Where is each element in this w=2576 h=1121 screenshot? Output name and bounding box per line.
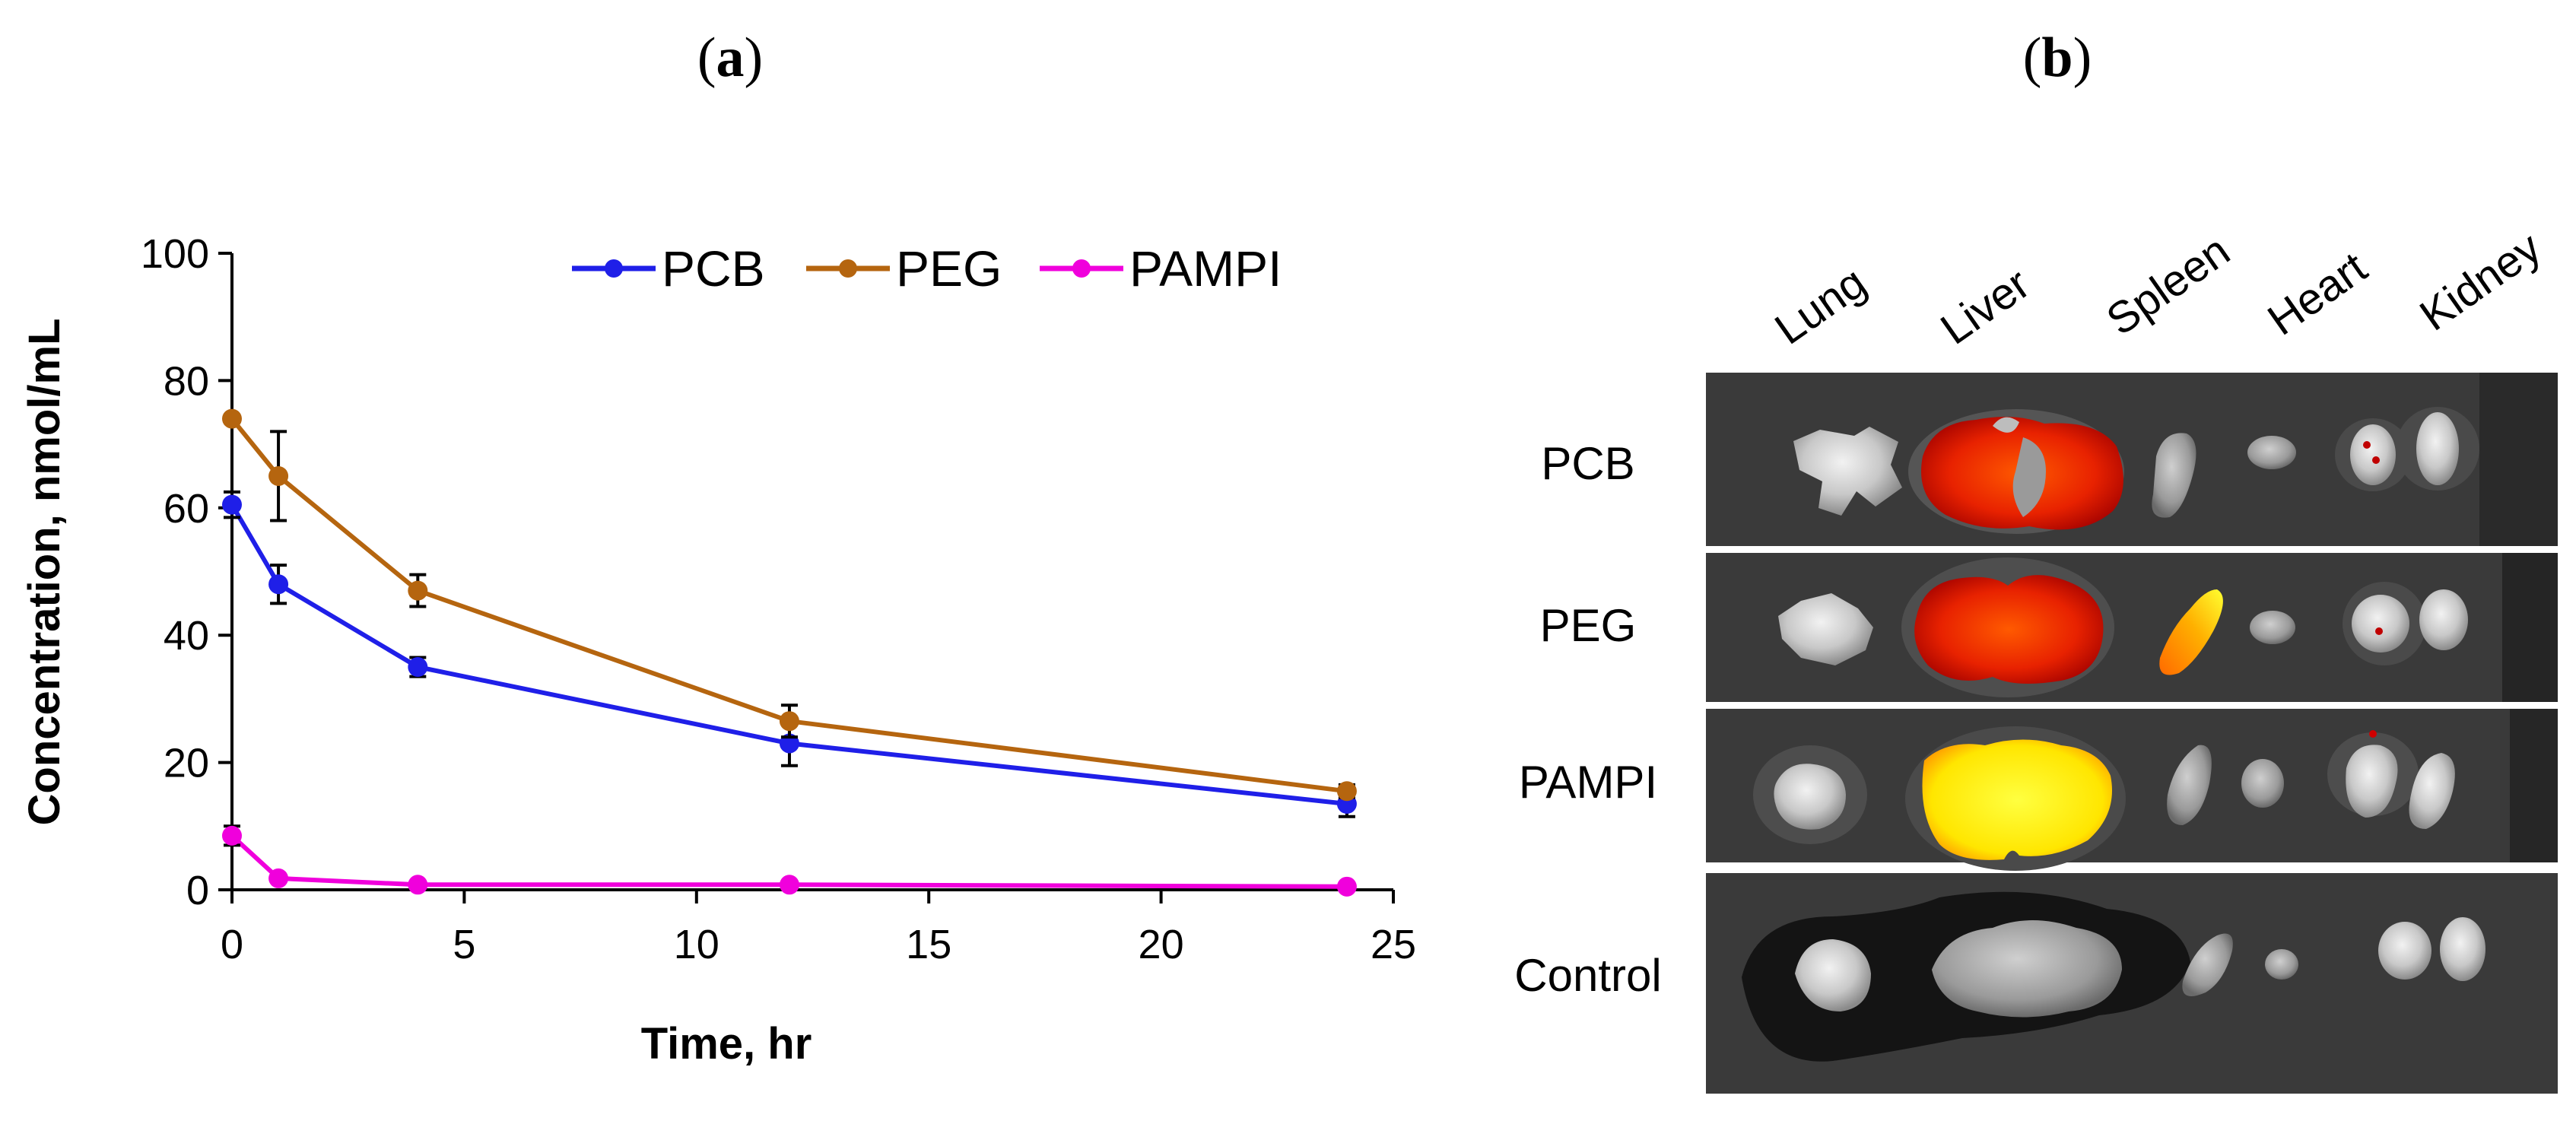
liver-control bbox=[1932, 920, 2122, 1018]
kidney-left-pampi bbox=[2346, 745, 2398, 818]
spleen-control bbox=[2182, 933, 2233, 996]
series-peg bbox=[222, 408, 1357, 802]
data-point-pampi bbox=[408, 875, 428, 895]
lung-control bbox=[1795, 939, 1871, 1011]
legend-marker-pampi bbox=[1072, 259, 1091, 278]
data-point-pcb bbox=[408, 657, 428, 678]
heart-pampi bbox=[2241, 759, 2284, 808]
kidney-spot-pcb-1 bbox=[2363, 441, 2371, 449]
panel-label-b: (b) bbox=[2023, 27, 2092, 89]
liver-signal-pampi bbox=[1922, 739, 2112, 860]
legend: PCB PEG PAMPI bbox=[572, 240, 1282, 297]
x-tick-label: 0 bbox=[221, 922, 243, 967]
data-point-pcb bbox=[222, 494, 242, 515]
y-tick-label: 40 bbox=[164, 613, 209, 659]
heart-pcb bbox=[2247, 436, 2296, 469]
line-chart: 0 20 40 60 80 100 0 5 10 15 20 25 Concentration, n… bbox=[20, 231, 1416, 1069]
legend-label-pcb: PCB bbox=[662, 240, 765, 297]
legend-marker-pcb bbox=[605, 259, 623, 278]
panel-label-a: (a) bbox=[697, 27, 763, 89]
y-tick-label: 60 bbox=[164, 486, 209, 532]
image-row-peg bbox=[1706, 553, 2558, 702]
x-tick-label: 25 bbox=[1371, 922, 1416, 967]
row-label-pcb: PCB bbox=[1541, 438, 1634, 489]
row-label-pampi: PAMPI bbox=[1519, 757, 1657, 808]
spleen-pampi bbox=[2167, 745, 2212, 825]
data-point-pampi bbox=[268, 868, 289, 888]
x-ticks: 0 5 10 15 20 25 bbox=[221, 890, 1416, 967]
row-label-peg: PEG bbox=[1540, 600, 1637, 651]
kidney-left-peg bbox=[2352, 595, 2409, 653]
data-point-pcb bbox=[268, 574, 289, 595]
data-point-peg bbox=[779, 711, 799, 732]
series-pampi bbox=[222, 824, 1357, 897]
image-row-pampi bbox=[1706, 709, 2558, 871]
data-point-pampi bbox=[222, 825, 242, 846]
organ-label-liver: Liver bbox=[1932, 259, 2038, 354]
liver-signal-peg bbox=[1914, 575, 2104, 684]
x-axis-title: Time, hr bbox=[641, 1019, 812, 1069]
kidney-left-pcb bbox=[2350, 424, 2396, 485]
kidney-spot-pampi bbox=[2369, 730, 2377, 738]
organ-label-kidney: Kidney bbox=[2411, 223, 2550, 341]
organ-label-lung: Lung bbox=[1766, 257, 1875, 354]
legend-item-pcb: PCB bbox=[572, 240, 765, 297]
kidney-right-peg bbox=[2419, 589, 2468, 650]
x-tick-label: 5 bbox=[453, 922, 475, 967]
data-point-peg bbox=[222, 408, 242, 429]
legend-marker-peg bbox=[839, 259, 857, 278]
kidney-left-control bbox=[2378, 922, 2431, 980]
spleen-pcb bbox=[2152, 433, 2196, 518]
x-tick-label: 20 bbox=[1139, 922, 1184, 967]
y-tick-label: 80 bbox=[164, 358, 209, 404]
spleen-signal-peg bbox=[2159, 589, 2223, 675]
organ-label-spleen: Spleen bbox=[2098, 226, 2238, 345]
x-tick-label: 15 bbox=[906, 922, 951, 967]
organ-label-heart: Heart bbox=[2259, 243, 2375, 345]
legend-label-pampi: PAMPI bbox=[1129, 240, 1282, 297]
kidney-right-pampi bbox=[2409, 753, 2455, 829]
data-point-pampi bbox=[1336, 876, 1357, 897]
y-tick-label: 20 bbox=[164, 741, 209, 786]
heart-peg bbox=[2250, 611, 2295, 644]
y-tick-label: 0 bbox=[186, 868, 209, 913]
heart-control bbox=[2265, 949, 2298, 980]
legend-item-pampi: PAMPI bbox=[1040, 240, 1282, 297]
y-tick-label: 100 bbox=[141, 231, 209, 277]
data-point-pampi bbox=[779, 875, 799, 895]
liver-gray-spot-pcb bbox=[1993, 417, 2019, 433]
data-point-peg bbox=[408, 580, 428, 601]
lung-pampi bbox=[1774, 764, 1846, 830]
y-axis-title: Concentration, nmol/mL bbox=[20, 319, 69, 826]
kidney-spot-pcb-2 bbox=[2372, 456, 2380, 464]
y-ticks: 0 20 40 60 80 100 bbox=[141, 231, 232, 913]
tray-edge-peg bbox=[2502, 553, 2558, 702]
kidney-right-control bbox=[2440, 917, 2485, 981]
image-row-pcb bbox=[1706, 373, 2558, 546]
series-pcb bbox=[222, 490, 1357, 818]
data-point-peg bbox=[1336, 781, 1357, 802]
lung-pcb bbox=[1793, 427, 1902, 516]
lung-peg bbox=[1778, 593, 1873, 665]
organ-imaging-panel: Lung Liver Spleen Heart Kidney PCB PEG P… bbox=[1514, 223, 2558, 1094]
image-row-control bbox=[1706, 873, 2558, 1094]
tray-edge-pcb bbox=[2479, 373, 2558, 546]
row-label-control: Control bbox=[1514, 950, 1661, 1001]
x-tick-label: 10 bbox=[674, 922, 719, 967]
tray-edge-pampi bbox=[2510, 709, 2558, 862]
legend-label-peg: PEG bbox=[896, 240, 1002, 297]
liver-gray-region-pcb bbox=[2012, 437, 2046, 517]
data-point-peg bbox=[268, 465, 289, 486]
kidney-right-pcb bbox=[2416, 412, 2459, 485]
legend-item-peg: PEG bbox=[806, 240, 1002, 297]
series-layer bbox=[222, 408, 1357, 897]
kidney-spot-peg bbox=[2375, 627, 2383, 635]
